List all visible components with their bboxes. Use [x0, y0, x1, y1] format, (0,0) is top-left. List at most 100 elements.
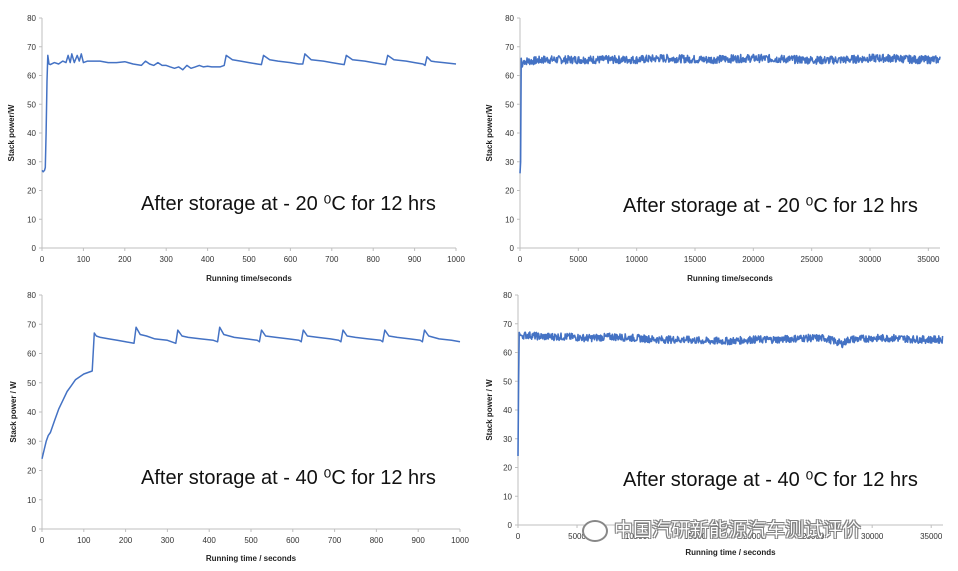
x-tick-label: 600	[284, 255, 298, 264]
x-tick-label: 10000	[625, 532, 648, 541]
series-line	[517, 331, 944, 457]
series-line	[519, 53, 941, 174]
x-tick-label: 1000	[447, 255, 465, 264]
x-tick-label: 900	[408, 255, 422, 264]
y-tick-label: 60	[505, 72, 514, 81]
annotation-text: After storage at - 20 ⁰C for 12 hrs	[141, 193, 436, 215]
x-tick-label: 0	[518, 255, 523, 264]
y-tick-label: 30	[27, 158, 36, 167]
x-tick-label: 35000	[920, 532, 943, 541]
x-tick-label: 15000	[684, 532, 707, 541]
annotation-background	[615, 462, 933, 496]
x-tick-label: 5000	[568, 532, 586, 541]
x-tick-label: 100	[77, 536, 91, 545]
annotation-background	[133, 460, 451, 494]
y-axis-label: Stack power / W	[9, 381, 18, 443]
y-tick-label: 50	[503, 377, 512, 386]
y-tick-label: 70	[505, 43, 514, 52]
watermark: 中国汽研新能源汽车测试评价	[582, 515, 861, 542]
series-line	[41, 326, 461, 459]
y-tick-label: 50	[505, 100, 514, 109]
x-tick-label: 0	[40, 536, 45, 545]
x-axis-label: Running time/seconds	[687, 274, 773, 283]
x-tick-label: 25000	[802, 532, 825, 541]
x-tick-label: 0	[40, 255, 45, 264]
y-tick-label: 30	[27, 437, 36, 446]
y-tick-label: 0	[32, 244, 37, 253]
y-tick-label: 40	[505, 129, 514, 138]
y-tick-label: 30	[505, 158, 514, 167]
x-tick-label: 700	[328, 536, 342, 545]
y-tick-label: 40	[27, 129, 36, 138]
annotation-text: After storage at - 20 ⁰C for 12 hrs	[623, 195, 918, 217]
x-tick-label: 800	[370, 536, 384, 545]
y-tick-label: 0	[510, 244, 515, 253]
y-tick-label: 60	[27, 350, 36, 359]
y-tick-label: 10	[503, 492, 512, 501]
x-tick-label: 600	[286, 536, 300, 545]
y-axis-label: Stack power / W	[485, 379, 494, 441]
watermark-text: 中国汽研新能源汽车测试评价	[614, 519, 862, 541]
chart-2: 0 10 20 30 40 50 60 70 80 0 5000 10000 15000 20000 250…	[485, 14, 941, 283]
x-axis-label: Running time/seconds	[206, 274, 292, 283]
annotation-background	[615, 188, 933, 222]
x-tick-label: 30000	[859, 255, 882, 264]
y-tick-label: 80	[503, 291, 512, 300]
x-tick-label: 300	[160, 255, 174, 264]
y-tick-label: 50	[27, 379, 36, 388]
x-tick-label: 400	[203, 536, 217, 545]
x-tick-label: 30000	[861, 532, 884, 541]
y-axis-label: Stack power/W	[485, 104, 494, 161]
x-tick-label: 900	[412, 536, 426, 545]
x-tick-label: 15000	[684, 255, 707, 264]
y-tick-label: 30	[503, 435, 512, 444]
y-tick-label: 80	[27, 14, 36, 23]
x-tick-label: 5000	[569, 255, 587, 264]
annotation-background	[133, 186, 451, 220]
x-tick-label: 800	[367, 255, 381, 264]
annotation-text: After storage at - 40 ⁰C for 12 hrs	[141, 467, 436, 489]
y-tick-label: 20	[27, 187, 36, 196]
y-tick-label: 20	[505, 187, 514, 196]
y-tick-label: 70	[503, 320, 512, 329]
annotation-text: After storage at - 40 ⁰C for 12 hrs	[623, 469, 918, 491]
x-tick-label: 10000	[626, 255, 649, 264]
y-tick-label: 40	[27, 408, 36, 417]
x-tick-label: 700	[325, 255, 339, 264]
y-tick-label: 20	[503, 464, 512, 473]
x-tick-label: 100	[77, 255, 91, 264]
y-tick-label: 0	[32, 525, 37, 534]
x-tick-label: 300	[161, 536, 175, 545]
y-tick-label: 80	[27, 291, 36, 300]
x-tick-label: 500	[242, 255, 256, 264]
x-axis-label: Running time / seconds	[685, 548, 776, 557]
y-tick-label: 10	[27, 215, 36, 224]
chart-4: 0 10 20 30 40 50 60 70 80 0 5000 10000 15000 20000 250…	[485, 291, 944, 557]
series-line	[41, 53, 457, 173]
y-tick-label: 40	[503, 406, 512, 415]
x-tick-label: 200	[118, 255, 132, 264]
x-tick-label: 1000	[451, 536, 469, 545]
x-tick-label: 200	[119, 536, 133, 545]
y-tick-label: 50	[27, 100, 36, 109]
y-tick-label: 70	[27, 43, 36, 52]
y-tick-label: 80	[505, 14, 514, 23]
y-tick-label: 60	[27, 72, 36, 81]
y-tick-label: 20	[27, 467, 36, 476]
x-tick-label: 25000	[801, 255, 824, 264]
x-tick-label: 35000	[917, 255, 940, 264]
y-tick-label: 10	[27, 496, 36, 505]
x-tick-label: 20000	[743, 532, 766, 541]
x-tick-label: 400	[201, 255, 215, 264]
y-tick-label: 70	[27, 320, 36, 329]
x-tick-label: 500	[244, 536, 258, 545]
y-axis-label: Stack power/W	[7, 104, 16, 161]
y-tick-label: 60	[503, 349, 512, 358]
x-tick-label: 0	[516, 532, 521, 541]
y-tick-label: 0	[508, 521, 513, 530]
x-axis-label: Running time / seconds	[206, 554, 297, 563]
wechat-icon	[582, 519, 608, 542]
y-tick-label: 10	[505, 215, 514, 224]
